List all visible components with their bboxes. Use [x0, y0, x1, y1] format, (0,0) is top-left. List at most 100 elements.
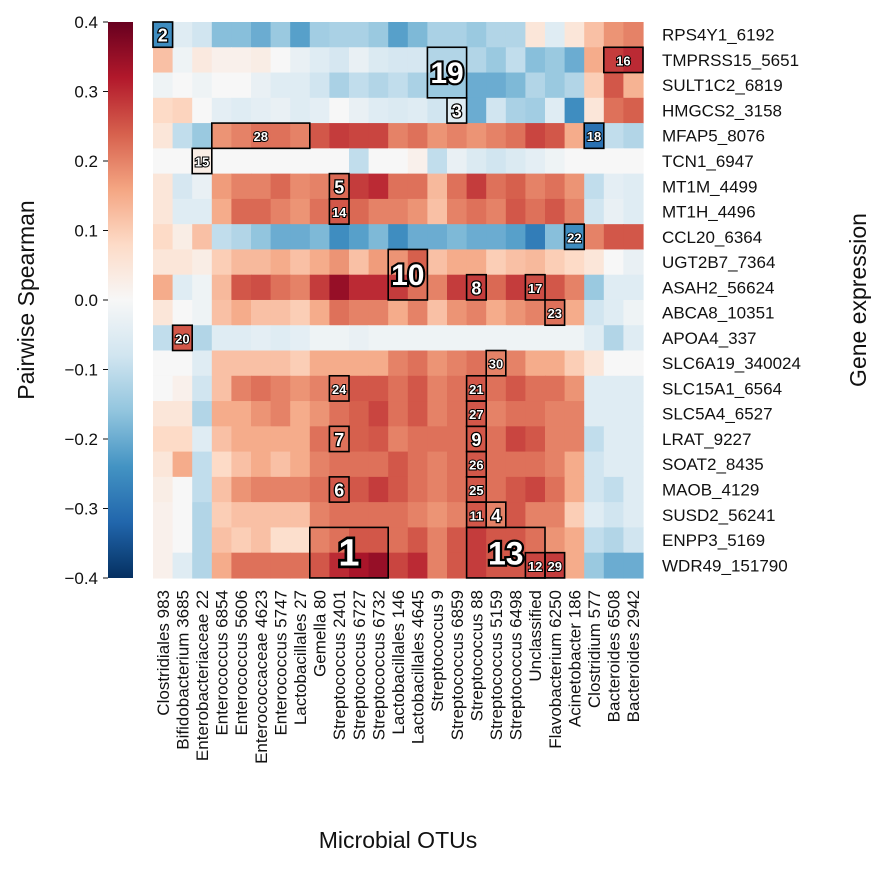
heatmap-cell: [447, 97, 468, 124]
row-label: TMPRSS15_5651: [662, 51, 799, 70]
heatmap-cell: [525, 502, 546, 528]
heatmap-cell: [427, 451, 448, 478]
heatmap-cell: [584, 72, 605, 99]
column-label: Bifidobacterium 3685: [173, 590, 192, 750]
heatmap-cell: [407, 476, 428, 503]
column-label: Clostridium 577: [585, 590, 604, 708]
heatmap-cell: [545, 249, 566, 276]
heatmap-cell: [525, 299, 546, 326]
heatmap-cell: [251, 123, 272, 149]
column-label: Enterococcaceae 4623: [252, 590, 271, 764]
heatmap-cell: [466, 274, 487, 301]
heatmap-cell: [545, 148, 566, 175]
annotation-box: [544, 551, 566, 579]
heatmap-cell: [623, 325, 644, 352]
heatmap-cell: [486, 426, 507, 453]
heatmap-cell: [231, 502, 252, 528]
heatmap-cell: [447, 552, 468, 579]
colorbar-tick-label: −0.4: [64, 569, 98, 588]
heatmap-cell: [564, 22, 585, 48]
heatmap-cell: [368, 173, 389, 200]
heatmap-cell: [270, 426, 291, 453]
heatmap-cell: [545, 426, 566, 453]
heatmap-cell: [545, 274, 566, 301]
heatmap-cell: [368, 426, 389, 453]
row-label: ASAH2_56624: [662, 278, 774, 297]
annotation-boxes: 1234567891011121314151617181920212223242…: [152, 21, 644, 579]
heatmap-cell: [564, 375, 585, 402]
heatmap-cell: [251, 249, 272, 276]
annotation-8: 8: [465, 273, 488, 301]
heatmap-cell: [251, 97, 272, 124]
heatmap-cell: [368, 274, 389, 301]
heatmap-cell: [329, 123, 350, 149]
heatmap-cell: [427, 502, 448, 528]
heatmap-cell: [407, 325, 428, 352]
heatmap-cell: [153, 350, 174, 377]
heatmap-cell: [192, 198, 213, 225]
heatmap-cell: [309, 72, 330, 99]
heatmap-cell: [153, 123, 174, 149]
column-label: Streptococcus 6727: [350, 590, 369, 740]
heatmap-cell: [505, 72, 526, 99]
heatmap-cell: [270, 249, 291, 276]
heatmap-cell: [153, 325, 174, 352]
annotation-label: 16: [616, 53, 630, 68]
heatmap-cell: [309, 502, 330, 528]
heatmap-cell: [251, 451, 272, 478]
heatmap-cell: [407, 274, 428, 301]
heatmap-cell: [153, 224, 174, 251]
heatmap-cell: [564, 502, 585, 528]
annotation-17: 17: [524, 273, 546, 301]
heatmap-cell: [603, 375, 624, 402]
heatmap-cell: [290, 173, 311, 200]
heatmap-cell: [309, 274, 330, 301]
heatmap-cell: [407, 148, 428, 175]
heatmap-cell: [525, 375, 546, 402]
heatmap-cell: [525, 350, 546, 377]
heatmap-cell: [545, 401, 566, 427]
annotation-13: 13: [465, 526, 546, 579]
heatmap-cell: [486, 375, 507, 402]
annotation-label: 2: [158, 26, 168, 46]
heatmap-cell: [564, 249, 585, 276]
heatmap-cell: [270, 552, 291, 579]
heatmap-cell: [153, 527, 174, 554]
row-label: SULT1C2_6819: [662, 76, 783, 95]
row-label: CCL20_6364: [662, 228, 762, 247]
heatmap-cell: [270, 502, 291, 528]
heatmap-cell: [466, 325, 487, 352]
heatmap-cell: [505, 123, 526, 149]
heatmap-cell: [153, 148, 174, 175]
annotation-19: 19: [426, 46, 468, 99]
annotation-label: 4: [491, 506, 501, 526]
heatmap-cell: [427, 476, 448, 503]
colorbar-tick-label: 0.3: [74, 83, 98, 102]
heatmap-cell: [251, 476, 272, 503]
heatmap-cell: [329, 97, 350, 124]
heatmap-cell: [192, 72, 213, 99]
heatmap-cell: [192, 97, 213, 124]
heatmap-cell: [447, 148, 468, 175]
heatmap-cell: [211, 72, 232, 99]
annotation-box: [211, 122, 311, 150]
heatmap-cell: [349, 274, 370, 301]
heatmap-cell: [427, 198, 448, 225]
heatmap-cell: [427, 426, 448, 453]
heatmap-cell: [270, 375, 291, 402]
annotation-label: 8: [471, 278, 481, 298]
heatmap-cell: [231, 426, 252, 453]
heatmap-cell: [329, 249, 350, 276]
heatmap-cell: [623, 249, 644, 276]
annotation-21: 21: [465, 374, 488, 402]
heatmap-cell: [231, 375, 252, 402]
heatmap-cell: [388, 350, 409, 377]
heatmap-cell: [211, 148, 232, 175]
heatmap-cell: [172, 527, 193, 554]
heatmap-cell: [466, 173, 487, 200]
heatmap-cell: [192, 148, 213, 175]
heatmap-cell: [427, 552, 448, 579]
heatmap-cell: [427, 22, 448, 48]
heatmap-cell: [545, 173, 566, 200]
heatmap-cell: [290, 375, 311, 402]
